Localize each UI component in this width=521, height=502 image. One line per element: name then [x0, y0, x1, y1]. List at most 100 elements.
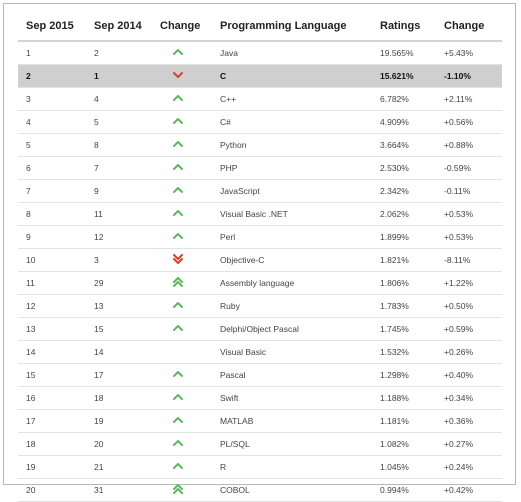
ranking-panel: Sep 2015 Sep 2014 Change Programming Lan… [3, 3, 516, 502]
rank-change-cell [152, 248, 212, 272]
rank-sep-2015: 5 [18, 133, 86, 157]
rating-change: +5.43% [436, 41, 502, 65]
rating-value: 3.664% [372, 133, 436, 157]
header-rank-change[interactable]: Change [152, 12, 212, 42]
rank-change-cell [152, 64, 212, 88]
table-row[interactable]: 6 7 PHP 2.530% -0.59% [18, 156, 502, 180]
rank-change-cell [152, 202, 212, 226]
table-row[interactable]: 15 17 Pascal 1.298% +0.40% [18, 363, 502, 387]
rating-change: +0.42% [436, 478, 502, 502]
table-row[interactable]: 18 20 PL/SQL 1.082% +0.27% [18, 432, 502, 456]
rank-sep-2015: 18 [18, 432, 86, 456]
table-row[interactable]: 5 8 Python 3.664% +0.88% [18, 133, 502, 157]
table-row[interactable]: 16 18 Swift 1.188% +0.34% [18, 386, 502, 410]
rank-sep-2014: 29 [86, 271, 152, 295]
rank-sep-2014: 21 [86, 455, 152, 479]
rating-change: -0.59% [436, 156, 502, 180]
language-name: Delphi/Object Pascal [212, 317, 372, 341]
rank-sep-2014: 31 [86, 478, 152, 502]
rating-change: -0.11% [436, 179, 502, 203]
rank-sep-2014: 7 [86, 156, 152, 180]
table-row[interactable]: 7 9 JavaScript 2.342% -0.11% [18, 179, 502, 203]
table-row[interactable]: 14 14 Visual Basic 1.532% +0.26% [18, 340, 502, 364]
table-row[interactable]: 4 5 C# 4.909% +0.56% [18, 110, 502, 134]
rating-change: +2.11% [436, 87, 502, 111]
table-row[interactable]: 9 12 Perl 1.899% +0.53% [18, 225, 502, 249]
chevron-up-icon [172, 162, 184, 172]
chevron-down-icon [172, 70, 184, 80]
rank-sep-2015: 10 [18, 248, 86, 272]
language-name: C++ [212, 87, 372, 111]
rank-change-cell [152, 294, 212, 318]
table-row[interactable]: 8 11 Visual Basic .NET 2.062% +0.53% [18, 202, 502, 226]
rating-change: +0.40% [436, 363, 502, 387]
rank-change-cell [152, 386, 212, 410]
table-row[interactable]: 19 21 R 1.045% +0.24% [18, 455, 502, 479]
rating-value: 1.745% [372, 317, 436, 341]
rank-sep-2015: 2 [18, 64, 86, 88]
rank-sep-2014: 14 [86, 340, 152, 364]
language-name: PHP [212, 156, 372, 180]
rank-sep-2014: 2 [86, 41, 152, 65]
language-name: Perl [212, 225, 372, 249]
rank-sep-2014: 19 [86, 409, 152, 433]
rank-sep-2015: 13 [18, 317, 86, 341]
rank-change-cell [152, 87, 212, 111]
table-row[interactable]: 20 31 COBOL 0.994% +0.42% [18, 478, 502, 502]
language-name: R [212, 455, 372, 479]
table-row[interactable]: 10 3 Objective-C 1.821% -8.11% [18, 248, 502, 272]
rating-change: +0.59% [436, 317, 502, 341]
table-row[interactable]: 2 1 C 15.621% -1.10% [18, 64, 502, 88]
chevron-up-icon [172, 139, 184, 149]
table-row[interactable]: 17 19 MATLAB 1.181% +0.36% [18, 409, 502, 433]
table-row[interactable]: 12 13 Ruby 1.783% +0.50% [18, 294, 502, 318]
header-ratings-change[interactable]: Change [436, 12, 502, 42]
rating-change: -8.11% [436, 248, 502, 272]
rank-sep-2015: 9 [18, 225, 86, 249]
language-name: Visual Basic [212, 340, 372, 364]
rating-value: 1.082% [372, 432, 436, 456]
language-name: PL/SQL [212, 432, 372, 456]
chevron-up-icon [172, 300, 184, 310]
table-row[interactable]: 11 29 Assembly language 1.806% +1.22% [18, 271, 502, 295]
language-name: C# [212, 110, 372, 134]
chevron-up-icon [172, 47, 184, 57]
rating-change: +0.36% [436, 409, 502, 433]
language-name: Ruby [212, 294, 372, 318]
rank-change-cell [152, 156, 212, 180]
rank-sep-2015: 3 [18, 87, 86, 111]
language-name: Visual Basic .NET [212, 202, 372, 226]
header-sep-2015[interactable]: Sep 2015 [18, 12, 86, 42]
rating-value: 1.899% [372, 225, 436, 249]
rating-change: +0.34% [436, 386, 502, 410]
chevron-up-icon [172, 392, 184, 402]
chevron-up-icon [172, 438, 184, 448]
rating-change: +1.22% [436, 271, 502, 295]
language-name: Python [212, 133, 372, 157]
rating-value: 19.565% [372, 41, 436, 65]
header-ratings[interactable]: Ratings [372, 12, 436, 42]
table-row[interactable]: 3 4 C++ 6.782% +2.11% [18, 87, 502, 111]
rating-value: 4.909% [372, 110, 436, 134]
rank-sep-2015: 11 [18, 271, 86, 295]
rank-sep-2014: 5 [86, 110, 152, 134]
rating-value: 2.342% [372, 179, 436, 203]
rank-sep-2015: 1 [18, 41, 86, 65]
rating-value: 1.783% [372, 294, 436, 318]
rank-sep-2014: 4 [86, 87, 152, 111]
chevron-up-icon [172, 185, 184, 195]
rank-sep-2014: 18 [86, 386, 152, 410]
rank-sep-2014: 3 [86, 248, 152, 272]
rating-value: 1.532% [372, 340, 436, 364]
language-ranking-table: Sep 2015 Sep 2014 Change Programming Lan… [18, 12, 502, 502]
rank-change-cell [152, 271, 212, 295]
rating-value: 1.821% [372, 248, 436, 272]
rank-sep-2014: 15 [86, 317, 152, 341]
rank-sep-2014: 20 [86, 432, 152, 456]
header-sep-2014[interactable]: Sep 2014 [86, 12, 152, 42]
table-row[interactable]: 1 2 Java 19.565% +5.43% [18, 41, 502, 65]
table-row[interactable]: 13 15 Delphi/Object Pascal 1.745% +0.59% [18, 317, 502, 341]
header-programming-language[interactable]: Programming Language [212, 12, 372, 42]
rank-change-cell [152, 478, 212, 502]
rank-sep-2014: 17 [86, 363, 152, 387]
